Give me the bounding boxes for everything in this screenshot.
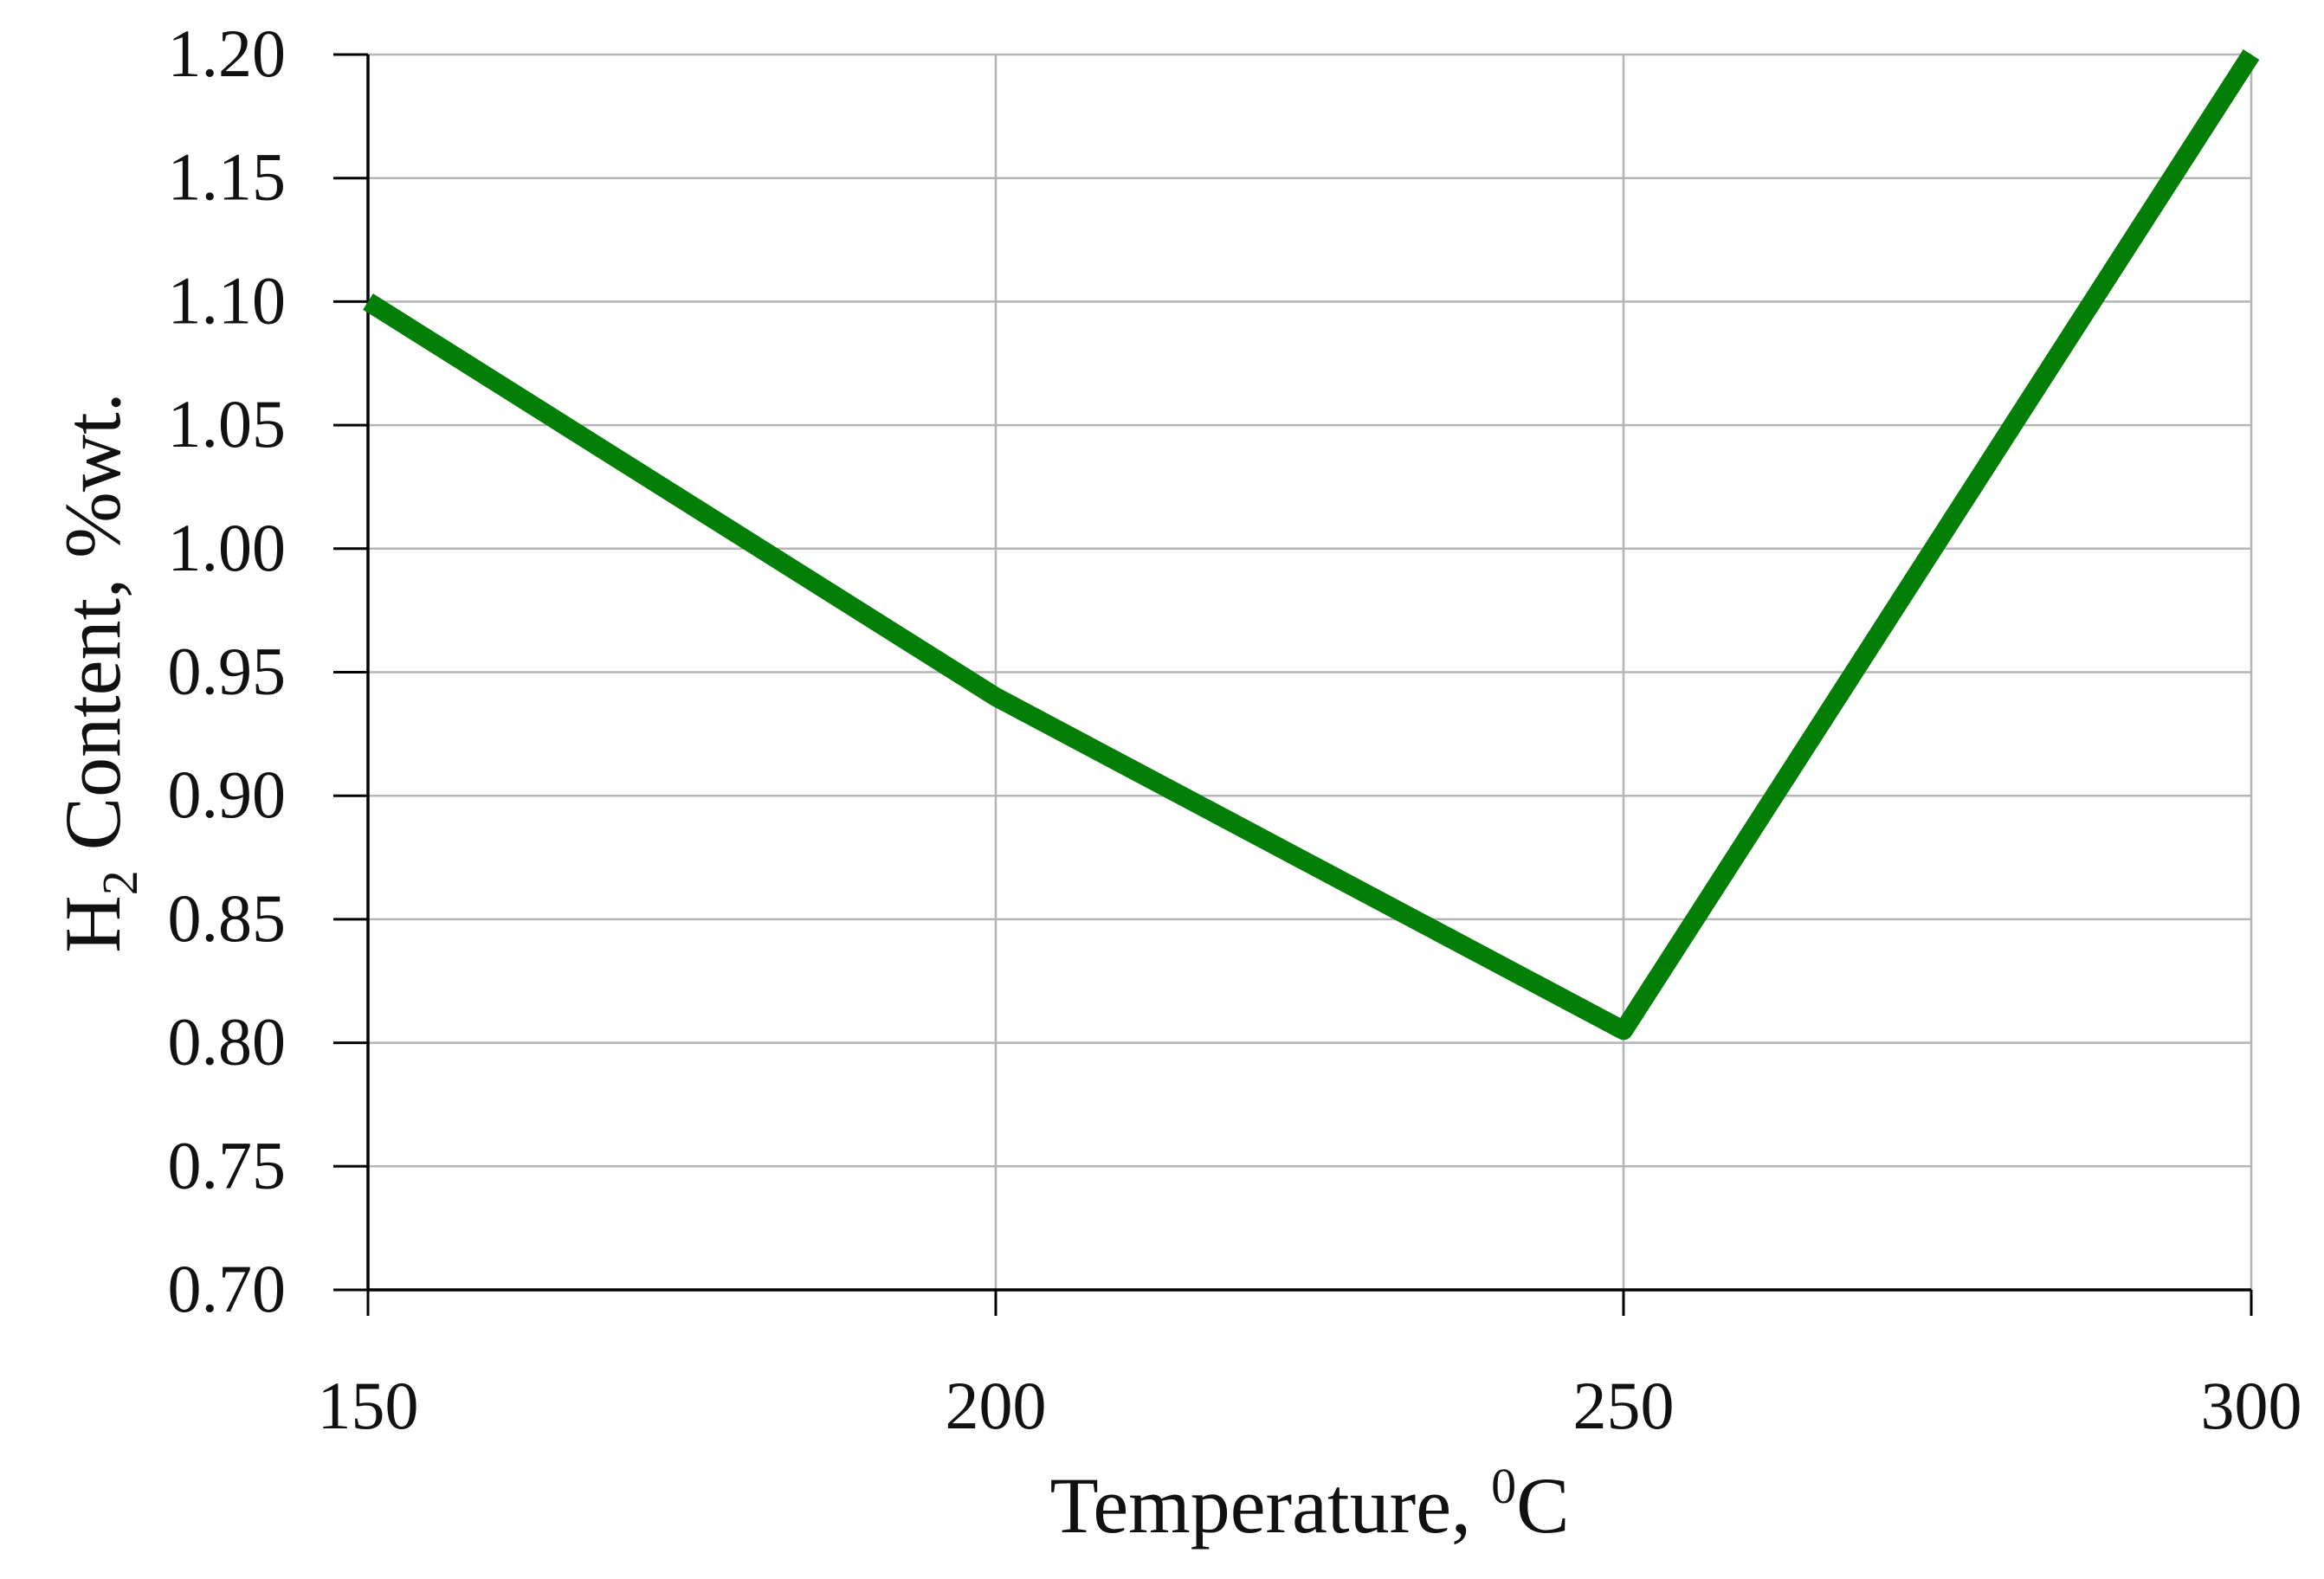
x-axis-title-sup: 0 [1491, 1458, 1516, 1514]
y-tick-label: 1.05 [168, 386, 287, 461]
y-tick-label: 1.00 [168, 510, 287, 585]
y-tick-label: 0.95 [168, 634, 287, 709]
y-tick-label: 1.20 [168, 16, 287, 91]
y-tick-label: 0.90 [168, 757, 287, 832]
series-line-0 [368, 55, 2251, 1030]
axis-layer [333, 55, 2251, 1316]
y-axis-title: H2 Content, %wt. [48, 392, 148, 952]
y-tick-label: 0.85 [168, 880, 287, 956]
x-axis-title: Temperature, 0C [1050, 1458, 1570, 1550]
y-axis-title-rest: Content, %wt. [48, 392, 137, 870]
y-axis-title-sub: 2 [92, 870, 148, 895]
x-tick-label: 150 [318, 1368, 419, 1443]
x-tick-label: 300 [2201, 1368, 2302, 1443]
x-tick-label: 250 [1573, 1368, 1675, 1443]
x-tick-label: 200 [946, 1368, 1047, 1443]
y-tick-label: 1.15 [168, 139, 287, 215]
x-axis-title-main: Temperature, [1050, 1461, 1492, 1550]
series-layer [368, 55, 2251, 1031]
grid-layer [368, 55, 2251, 1290]
y-tick-label: 0.75 [168, 1127, 287, 1202]
y-tick-label: 0.70 [168, 1251, 287, 1326]
y-tick-label: 0.80 [168, 1004, 287, 1080]
y-tick-label: 1.10 [168, 262, 287, 338]
y-axis-title-main: H [48, 895, 137, 952]
x-axis-title-unit: C [1516, 1461, 1569, 1550]
